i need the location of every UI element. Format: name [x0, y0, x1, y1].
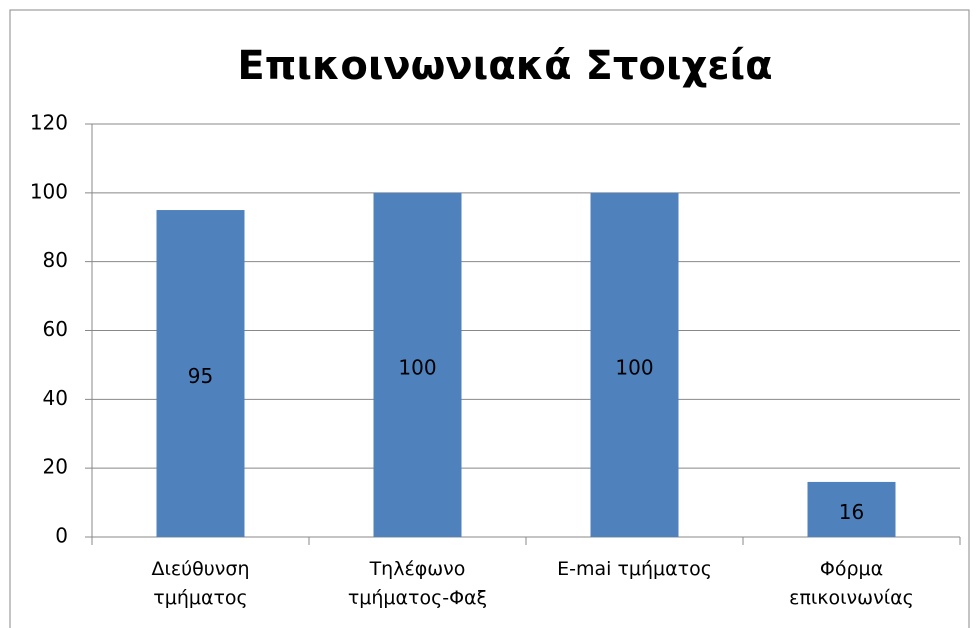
data-label: 95 — [188, 364, 213, 388]
x-tick-label: Τηλέφωνο τμήματος-Φαξ — [347, 558, 488, 609]
y-tick-label: 0 — [55, 524, 68, 548]
y-tick-label: 40 — [43, 386, 68, 410]
y-tick-label: 20 — [43, 455, 68, 479]
chart-title: Επικοινωνιακά Στοιχεία — [237, 43, 772, 89]
bar — [156, 210, 245, 537]
y-tick-label: 100 — [30, 179, 68, 203]
x-tick-label: Διεύθυνση τμήματος — [151, 558, 250, 609]
y-tick-label: 60 — [43, 317, 68, 341]
y-tick-label: 80 — [43, 248, 68, 272]
data-label: 100 — [615, 355, 653, 379]
data-label: 16 — [839, 500, 864, 524]
x-tick-label: E-mai τμήματος — [557, 558, 712, 580]
bar — [590, 192, 679, 538]
bar — [373, 192, 462, 538]
x-tick-label: Φόρμα επικοινωνίας — [789, 558, 914, 609]
y-tick-label: 120 — [30, 111, 68, 135]
data-label: 100 — [398, 355, 436, 379]
bar — [807, 481, 896, 537]
